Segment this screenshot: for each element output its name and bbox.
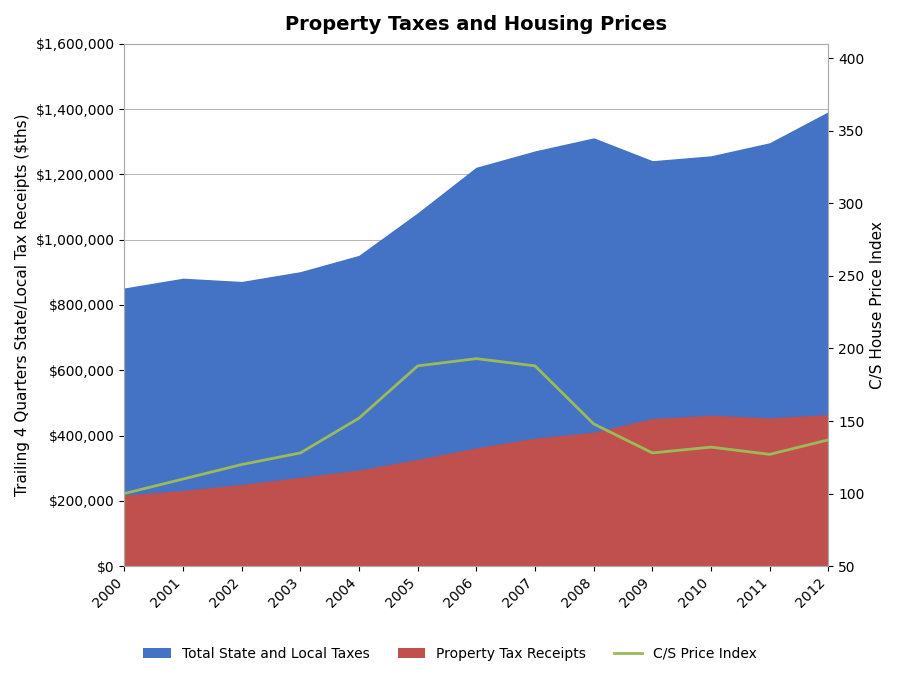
C/S Price Index [589,420,599,428]
C/S Price Index [823,436,833,444]
C/S Price Index [295,449,306,457]
Y-axis label: C/S House Price Index: C/S House Price Index [870,221,885,389]
C/S Price Index [529,362,540,370]
Line: C/S Price Index: C/S Price Index [124,358,828,494]
C/S Price Index [764,450,775,458]
C/S Price Index [471,354,482,362]
C/S Price Index [177,475,188,483]
Legend: Total State and Local Taxes, Property Tax Receipts, C/S Price Index: Total State and Local Taxes, Property Ta… [138,641,762,666]
C/S Price Index [119,490,130,498]
C/S Price Index [237,460,248,469]
C/S Price Index [354,414,364,422]
C/S Price Index [647,449,658,457]
Y-axis label: Trailing 4 Quarters State/Local Tax Receipts ($ths): Trailing 4 Quarters State/Local Tax Rece… [15,114,30,496]
C/S Price Index [706,443,716,452]
Title: Property Taxes and Housing Prices: Property Taxes and Housing Prices [285,15,668,34]
C/S Price Index [412,362,423,370]
